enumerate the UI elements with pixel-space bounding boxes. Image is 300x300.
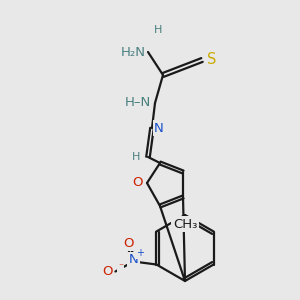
Text: N: N bbox=[128, 253, 138, 266]
Text: ⁻: ⁻ bbox=[118, 262, 123, 272]
Text: O: O bbox=[123, 237, 134, 250]
Text: N: N bbox=[154, 122, 164, 134]
Text: H: H bbox=[132, 152, 140, 162]
Text: +: + bbox=[136, 248, 144, 259]
Text: O: O bbox=[102, 265, 112, 278]
Text: H₂N: H₂N bbox=[121, 46, 146, 59]
Text: O: O bbox=[133, 176, 143, 190]
Text: H: H bbox=[154, 25, 162, 35]
Text: S: S bbox=[207, 52, 216, 68]
Text: H–N: H–N bbox=[125, 97, 151, 110]
Text: CH₃: CH₃ bbox=[173, 218, 197, 230]
